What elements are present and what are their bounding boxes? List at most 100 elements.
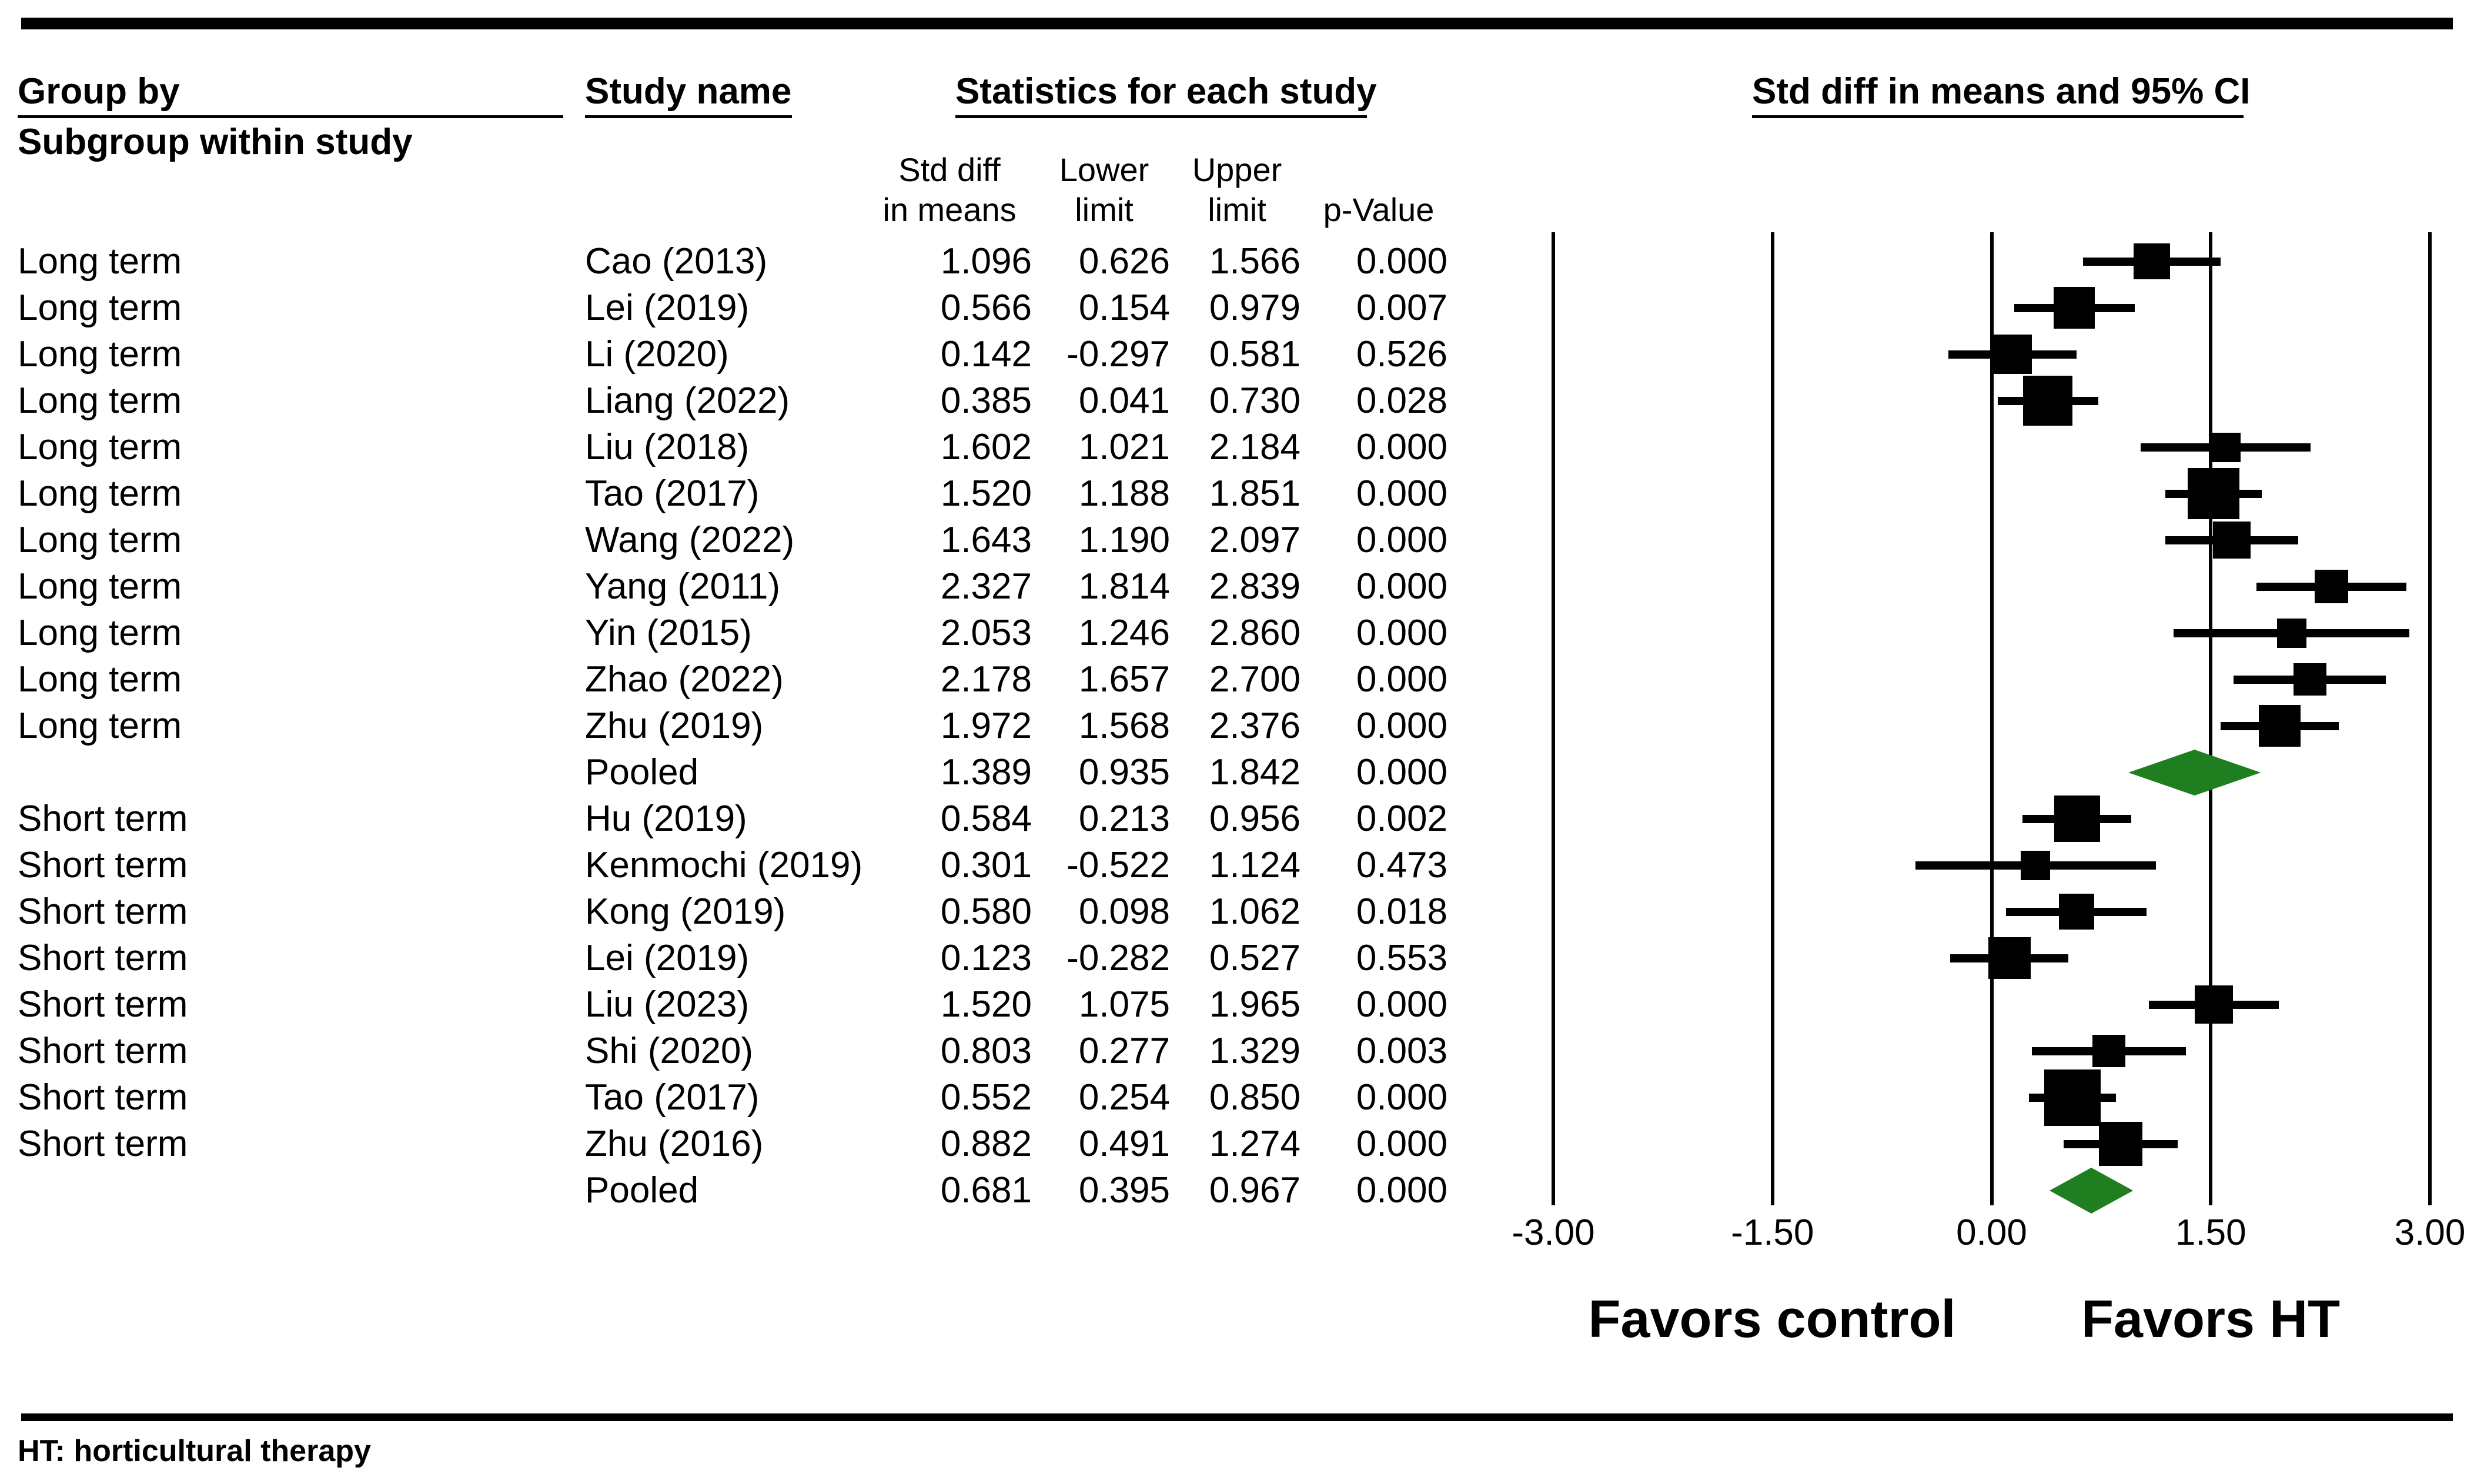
cell-std-diff: 0.123 xyxy=(940,938,1032,978)
effect-square xyxy=(2293,663,2326,696)
cell-std-diff: 0.142 xyxy=(940,334,1032,375)
effect-square xyxy=(2134,243,2170,280)
cell-upper: 1.851 xyxy=(1209,473,1300,514)
cell-std-diff: 1.520 xyxy=(940,473,1032,514)
cell-study: Zhao (2022) xyxy=(585,659,784,700)
study-row: Short term Kong (2019) 0.580 0.098 1.062 0.01… xyxy=(0,888,1553,935)
cell-std-diff: 0.803 xyxy=(940,1031,1032,1071)
cell-lower: 0.213 xyxy=(1078,798,1170,839)
cell-group: Short term xyxy=(18,984,188,1025)
effect-square xyxy=(1988,937,2031,980)
cell-lower: 1.190 xyxy=(1078,520,1170,560)
cell-upper: 2.097 xyxy=(1209,520,1300,560)
cell-lower: -0.297 xyxy=(1067,334,1170,375)
cell-group: Short term xyxy=(18,938,188,978)
pooled-diamond-shape xyxy=(2049,1167,2133,1214)
cell-std-diff: 0.681 xyxy=(940,1170,1032,1211)
study-row: Long term Lei (2019) 0.566 0.154 0.979 0.007 xyxy=(0,285,1553,331)
cell-study: Yang (2011) xyxy=(585,566,781,607)
pooled-row: Pooled 1.389 0.935 1.842 0.000 xyxy=(0,749,1553,796)
cell-group: Long term xyxy=(18,334,182,375)
group-by-label: Group by xyxy=(18,71,180,112)
cell-lower: 0.254 xyxy=(1078,1077,1170,1118)
effect-square xyxy=(2211,432,2241,462)
cell-group: Long term xyxy=(18,659,182,700)
study-row: Long term Yin (2015) 2.053 1.246 2.860 0.000 xyxy=(0,610,1553,656)
cell-pvalue: 0.000 xyxy=(1356,241,1447,282)
cell-lower: 1.075 xyxy=(1078,984,1170,1025)
cell-study: Lei (2019) xyxy=(585,288,750,328)
cell-pvalue: 0.002 xyxy=(1356,798,1447,839)
cell-group: Short term xyxy=(18,1077,188,1118)
favors-control-label: Favors control xyxy=(1588,1290,1956,1349)
cell-std-diff: 0.552 xyxy=(940,1077,1032,1118)
cell-lower: 1.021 xyxy=(1078,427,1170,467)
cell-upper: 2.860 xyxy=(1209,613,1300,653)
gridline xyxy=(1990,232,1994,1205)
gridline xyxy=(1552,232,1555,1205)
cell-pvalue: 0.553 xyxy=(1356,938,1447,978)
cell-lower: 1.657 xyxy=(1078,659,1170,700)
col-header-upper-line1: Upper xyxy=(1192,151,1282,188)
cell-lower: 0.395 xyxy=(1078,1170,1170,1211)
cell-group: Short term xyxy=(18,1031,188,1071)
cell-lower: 1.814 xyxy=(1078,566,1170,607)
col-header-lower-line2: limit xyxy=(1075,191,1134,228)
cell-lower: 0.626 xyxy=(1078,241,1170,282)
cell-study: Hu (2019) xyxy=(585,798,747,839)
cell-study: Wang (2022) xyxy=(585,520,795,560)
study-row: Short term Kenmochi (2019) 0.301 -0.522 1.12… xyxy=(0,842,1553,888)
col-header-std-diff-line1: Std diff xyxy=(898,151,1001,188)
cell-group: Long term xyxy=(18,520,182,560)
axis-tick-label: -1.50 xyxy=(1731,1212,1814,1253)
cell-pvalue: 0.000 xyxy=(1356,1170,1447,1211)
cell-pvalue: 0.000 xyxy=(1356,473,1447,514)
cell-group xyxy=(18,1167,429,1214)
cell-pvalue: 0.007 xyxy=(1356,288,1447,328)
cell-upper: 1.274 xyxy=(1209,1124,1300,1164)
cell-pvalue: 0.526 xyxy=(1356,334,1447,375)
col-header-lower-line1: Lower xyxy=(1059,151,1149,188)
effect-square xyxy=(2276,618,2306,648)
effect-square xyxy=(2023,376,2073,426)
study-name-header: Study name xyxy=(585,68,792,118)
effect-square xyxy=(1992,335,2032,374)
cell-group: Long term xyxy=(18,241,182,282)
study-row: Short term Tao (2017) 0.552 0.254 0.850 0.000 xyxy=(0,1074,1553,1121)
cell-lower: 0.041 xyxy=(1078,380,1170,421)
study-row: Long term Li (2020) 0.142 -0.297 0.581 0.526 xyxy=(0,331,1553,377)
cell-std-diff: 0.566 xyxy=(940,288,1032,328)
cell-std-diff: 0.301 xyxy=(940,845,1032,885)
study-row: Long term Zhao (2022) 2.178 1.657 2.700 0.000 xyxy=(0,656,1553,703)
cell-study: Kenmochi (2019) xyxy=(585,845,863,885)
cell-std-diff: 2.178 xyxy=(940,659,1032,700)
cell-study: Tao (2017) xyxy=(585,1077,760,1118)
cell-study: Zhu (2019) xyxy=(585,706,764,746)
cell-pvalue: 0.000 xyxy=(1356,520,1447,560)
study-row: Long term Wang (2022) 1.643 1.190 2.097 0.000 xyxy=(0,517,1553,563)
cell-lower: 0.935 xyxy=(1078,752,1170,793)
study-row: Short term Liu (2023) 1.520 1.075 1.965 0.000 xyxy=(0,981,1553,1028)
cell-upper: 1.062 xyxy=(1209,891,1300,932)
cell-study: Shi (2020) xyxy=(585,1031,754,1071)
study-row: Long term Liang (2022) 0.385 0.041 0.730 0.02… xyxy=(0,377,1553,424)
pooled-row: Pooled 0.681 0.395 0.967 0.000 xyxy=(0,1167,1553,1214)
study-row: Long term Liu (2018) 1.602 1.021 2.184 0.000 xyxy=(0,424,1553,470)
study-table: Long term Cao (2013) 1.096 0.626 1.566 0.000 L… xyxy=(0,241,1553,1214)
cell-study: Pooled xyxy=(585,752,699,793)
cell-upper: 0.581 xyxy=(1209,334,1300,375)
statistics-header: Statistics for each study xyxy=(955,68,1377,118)
cell-std-diff: 1.643 xyxy=(940,520,1032,560)
effect-square xyxy=(2053,287,2095,329)
cell-group xyxy=(18,749,429,796)
cell-pvalue: 0.018 xyxy=(1356,891,1447,932)
effect-square xyxy=(2315,570,2349,603)
cell-upper: 1.124 xyxy=(1209,845,1300,885)
cell-upper: 1.842 xyxy=(1209,752,1300,793)
plot-title: Std diff in means and 95% CI xyxy=(1752,68,2250,118)
cell-pvalue: 0.473 xyxy=(1356,845,1447,885)
cell-study: Pooled xyxy=(585,1170,699,1211)
favors-ht-label: Favors HT xyxy=(2081,1290,2341,1349)
cell-pvalue: 0.000 xyxy=(1356,984,1447,1025)
cell-std-diff: 1.520 xyxy=(940,984,1032,1025)
